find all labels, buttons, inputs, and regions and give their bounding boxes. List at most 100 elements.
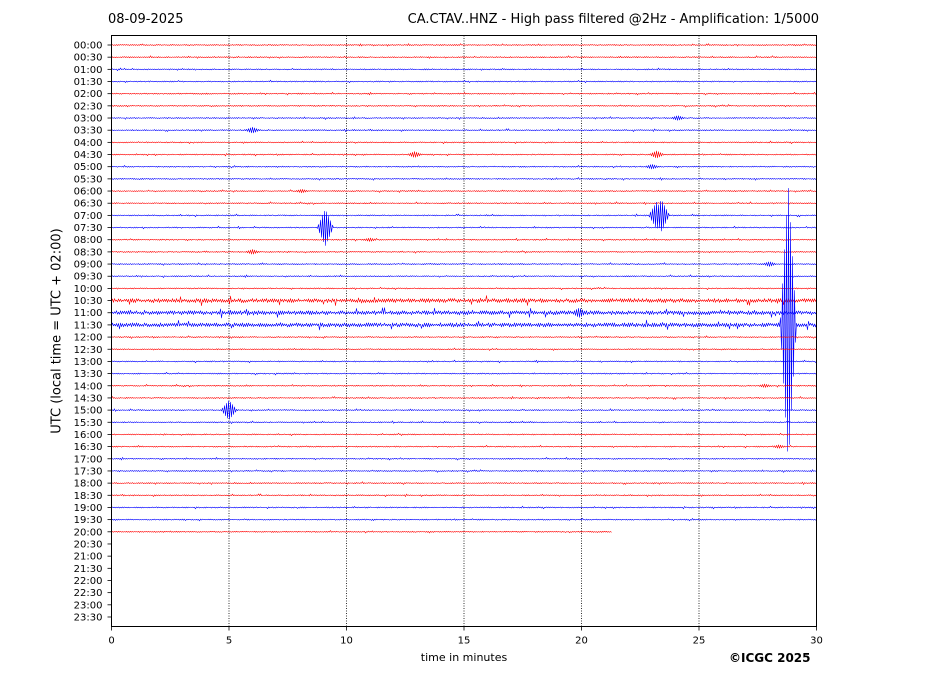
y-tick-label: 09:30 [74,272,103,283]
x-tick-label: 5 [226,636,232,647]
trace-row-0600 [111,189,817,194]
y-tick-label: 12:30 [74,345,103,356]
y-tick-label: 12:00 [74,333,103,344]
trace-row-1830 [111,493,817,497]
trace-row-1200 [111,335,817,339]
trace-row-0500 [111,164,817,170]
y-tick-label: 01:30 [74,77,103,88]
trace-row-1530 [111,420,817,424]
y-tick-label: 01:00 [74,65,103,76]
trace-row-0030 [111,55,817,59]
trace-row-1430 [111,396,817,400]
trace-row-2000 [111,530,612,534]
trace-row-1930 [111,518,817,522]
chart-title: CA.CTAV..HNZ - High pass filtered @2Hz -… [407,12,819,27]
y-tick-label: 13:00 [74,357,103,368]
trace-row-1000 [111,286,817,291]
y-tick-label: 03:30 [74,126,103,137]
y-tick-label: 05:00 [74,162,103,173]
trace-row-0300 [111,115,817,121]
y-tick-label: 04:30 [74,150,103,161]
x-axis-ticks: 0 5 10 15 20 25 30 [108,626,823,647]
y-tick-label: 04:00 [74,138,103,149]
trace-row-1700 [111,457,817,461]
y-tick-label: 00:30 [74,53,103,64]
trace-row-0800 [111,237,817,242]
trace-row-1230 [111,347,817,351]
y-tick-label: 08:30 [74,247,103,258]
x-tick-label: 30 [810,636,823,647]
y-tick-label: 23:00 [74,600,103,611]
y-tick-label: 19:30 [74,515,103,526]
trace-row-1400 [111,383,817,388]
trace-row-0930 [111,274,817,278]
trace-row-1730 [111,469,817,473]
x-tick-label: 25 [693,636,706,647]
y-tick-label: 10:30 [74,296,103,307]
y-tick-label: 10:00 [74,284,103,295]
trace-row-0830 [111,249,817,255]
trace-row-0200 [111,91,817,96]
trace-row-1800 [111,481,817,485]
trace-row-0400 [111,140,817,145]
trace-row-1300 [111,359,817,364]
trace-row-0900 [111,261,817,267]
y-tick-label: 14:00 [74,381,103,392]
x-tick-label: 20 [575,636,588,647]
y-tick-label: 03:00 [74,114,103,125]
y-tick-label: 07:30 [74,223,103,234]
trace-row-0730 [111,210,817,246]
y-tick-label: 05:30 [74,174,103,185]
trace-row-1330 [111,371,817,376]
y-tick-label: 18:00 [74,479,103,490]
y-tick-label: 20:00 [74,527,103,538]
x-tick-label: 10 [340,636,353,647]
y-tick-label: 14:30 [74,393,103,404]
trace-row-0330 [111,126,817,134]
y-tick-label: 21:30 [74,564,103,575]
y-tick-label: 13:30 [74,369,103,380]
trace-row-1900 [111,505,817,510]
trace-row-0100 [111,67,817,72]
y-tick-label: 00:00 [74,41,103,52]
y-tick-label: 06:30 [74,199,103,210]
chart-date: 08-09-2025 [108,12,184,27]
y-tick-label: 02:30 [74,101,103,112]
y-tick-label: 18:30 [74,491,103,502]
y-tick-label: 19:00 [74,503,103,514]
copyright-credit: ©ICGC 2025 [729,651,811,665]
trace-row-0130 [111,79,817,84]
y-tick-label: 22:30 [74,588,103,599]
trace-row-0700 [111,200,817,232]
y-tick-label: 15:00 [74,406,103,417]
trace-row-0430 [111,150,817,159]
trace-row-1130 [111,188,817,452]
trace-row-0230 [111,104,817,108]
y-tick-label: 23:30 [74,612,103,623]
y-tick-label: 06:00 [74,187,103,198]
x-tick-label: 15 [458,636,471,647]
y-tick-label: 16:00 [74,430,103,441]
y-tick-label: 20:30 [74,539,103,550]
y-tick-label: 02:00 [74,89,103,100]
y-tick-label: 09:00 [74,260,103,271]
y-tick-label: 11:30 [74,320,103,331]
vertical-grid [228,35,700,627]
trace-row-1500 [111,400,817,420]
y-tick-label: 07:00 [74,211,103,222]
trace-row-0000 [111,43,817,47]
y-tick-label: 22:00 [74,576,103,587]
x-axis-label: time in minutes [420,651,508,664]
trace-row-1600 [111,432,817,437]
y-tick-label: 16:30 [74,442,103,453]
trace-row-1030 [111,295,817,306]
y-tick-label: 21:00 [74,552,103,563]
x-tick-label: 0 [108,636,114,647]
y-tick-label: 15:30 [74,418,103,429]
y-tick-label: 08:00 [74,235,103,246]
trace-rows [111,43,817,534]
y-tick-label: 17:30 [74,466,103,477]
trace-row-1630 [111,444,817,449]
